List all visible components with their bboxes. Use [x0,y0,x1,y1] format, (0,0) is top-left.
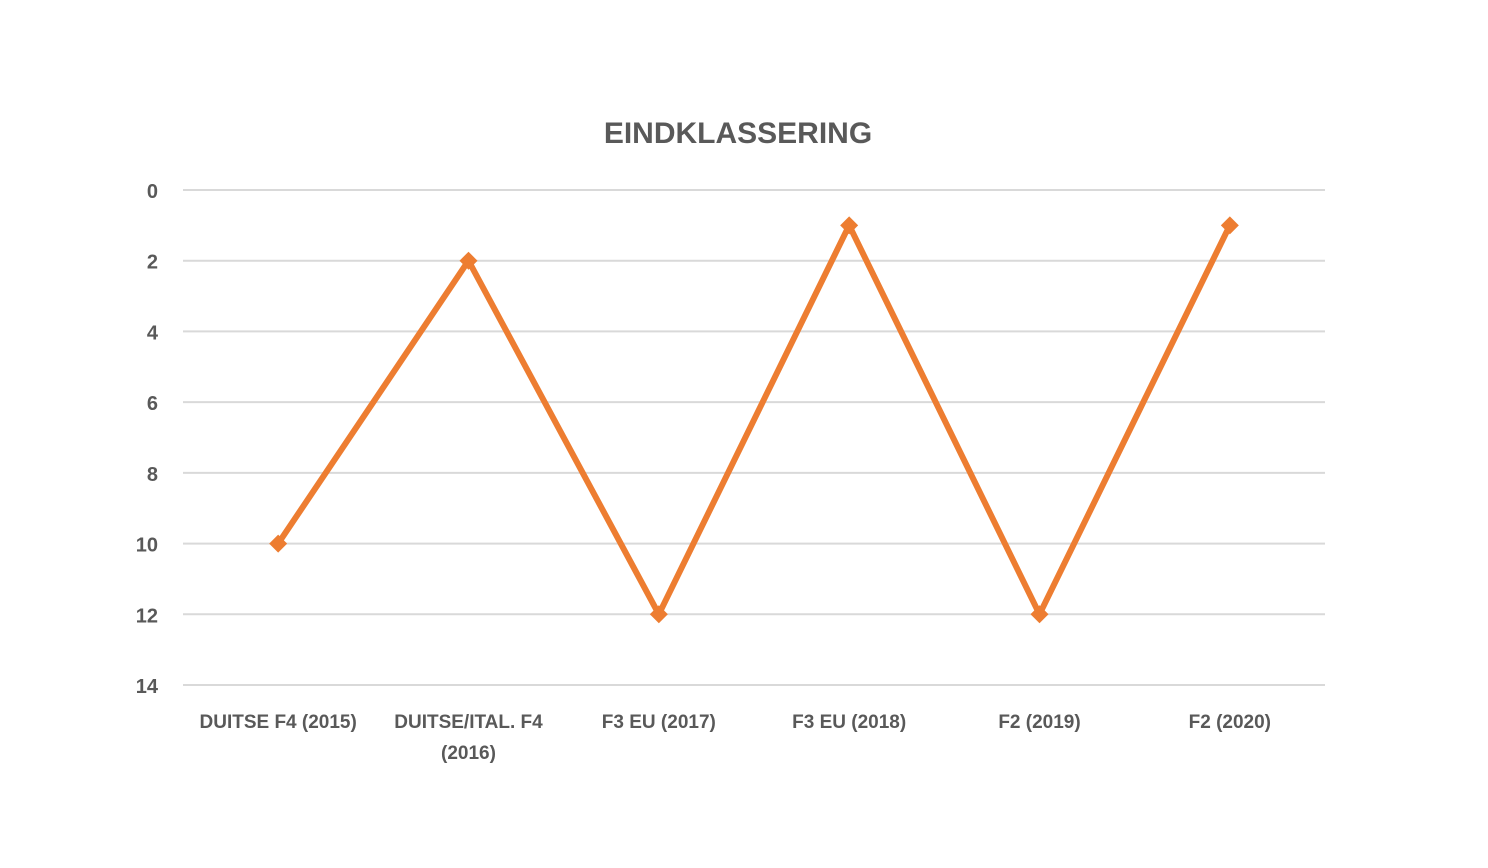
series-line [275,218,1233,622]
data-point-marker [459,251,478,270]
x-tick-label: F3 EU (2017) [602,712,716,733]
x-axis-categories: DUITSE F4 (2015) DUITSE/ITAL. F4 (2016) F3 … [200,712,1272,764]
x-tick-label-line: F3 EU (2017) [602,712,716,733]
x-tick-label: F2 (2019) [998,712,1080,733]
x-tick-label-line: DUITSE/ITAL. F4 [394,712,543,733]
data-point-marker [269,534,288,553]
x-tick-label-line: F3 EU (2018) [792,712,906,733]
y-tick-label: 8 [147,464,158,486]
x-tick-label: DUITSE F4 (2015) [200,712,357,733]
y-tick-label: 0 [147,181,158,203]
data-point-marker [840,216,859,235]
y-tick-label: 4 [147,322,159,344]
chart-title: EINDKLASSERING [604,117,872,150]
x-tick-label: DUITSE/ITAL. F4 (2016) [394,712,543,764]
x-tick-label: F3 EU (2018) [792,712,906,733]
x-tick-label-line: (2016) [441,743,496,764]
y-tick-label: 10 [136,535,158,557]
y-tick-label: 12 [136,605,158,627]
y-tick-label: 2 [147,252,158,274]
y-axis-ticks: 0 2 4 6 8 10 12 14 [136,181,159,698]
x-tick-label-line: F2 (2019) [998,712,1080,733]
y-tick-label: 6 [147,393,158,415]
series-group [269,216,1239,624]
data-point-marker [1220,216,1239,235]
y-tick-label: 14 [136,676,159,698]
data-point-marker [649,605,668,624]
x-tick-label-line: F2 (2020) [1189,712,1271,733]
x-tick-label-line: DUITSE F4 (2015) [200,712,357,733]
data-point-marker [1030,605,1049,624]
gridlines [183,189,1325,686]
x-tick-label: F2 (2020) [1189,712,1271,733]
